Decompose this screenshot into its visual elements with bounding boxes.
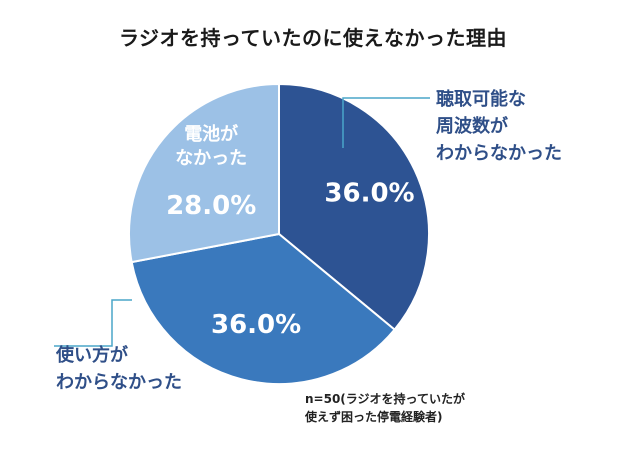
pie-slice-frequency: [278, 82, 430, 332]
leader-line-usage: [54, 299, 132, 347]
callout-frequency-line-3: わからなかった: [436, 143, 562, 164]
pie-slice-usage: [130, 232, 396, 385]
slice-label-battery-line-2: なかった: [175, 148, 247, 169]
sample-note-line-2: 使えず困った停電経験者): [305, 410, 443, 424]
pie-slice-battery: [128, 82, 280, 264]
sample-note-line-1: n=50(ラジオを持っていたが: [305, 392, 465, 406]
value-label-battery: 28.0%: [166, 191, 256, 221]
chart-title: ラジオを持っていたのに使えなかった理由: [118, 26, 508, 50]
callout-usage-line-1: 使い方が: [56, 345, 128, 366]
slice-label-battery-line-1: 電池が: [184, 123, 238, 145]
callout-usage-line-2: わからなかった: [56, 372, 182, 393]
leader-line-frequency: [342, 97, 430, 148]
callout-frequency: 聴取可能な 周波数が わからなかった: [436, 86, 562, 167]
value-label-usage: 36.0%: [211, 310, 301, 340]
value-label-frequency: 36.0%: [324, 178, 414, 208]
callout-frequency-line-2: 周波数が: [436, 116, 508, 137]
callout-usage: 使い方が わからなかった: [56, 342, 182, 396]
sample-note: n=50(ラジオを持っていたが 使えず困った停電経験者): [305, 390, 465, 426]
callout-frequency-line-1: 聴取可能な: [436, 89, 526, 110]
